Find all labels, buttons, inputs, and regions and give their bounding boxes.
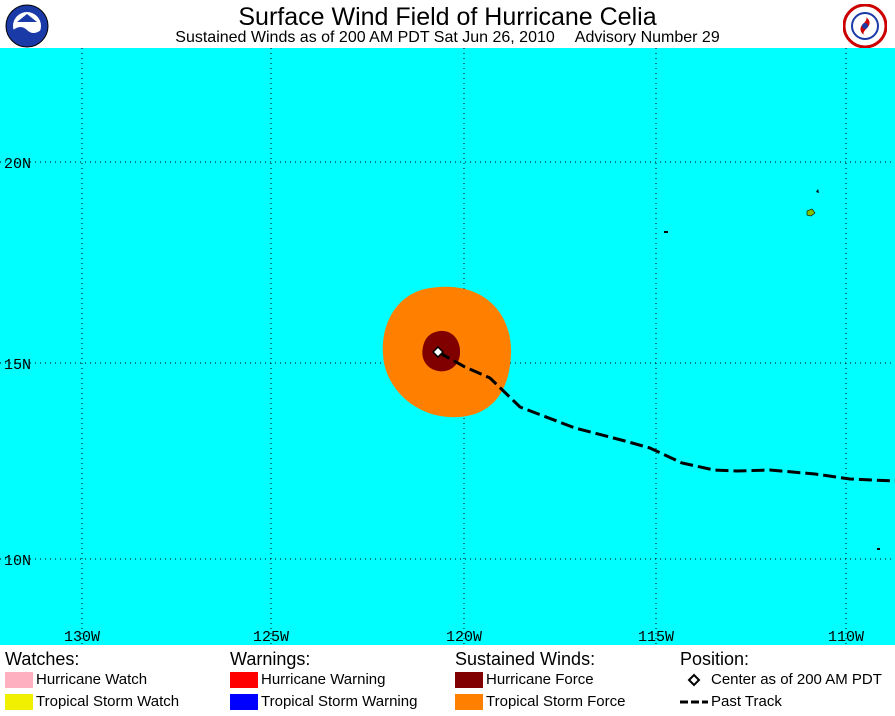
legend-label: Hurricane Watch	[36, 671, 148, 688]
island-clipperton	[877, 548, 880, 550]
lon-label-125w: 125W	[253, 629, 289, 645]
nws-logo-icon	[842, 3, 888, 49]
tropical-storm-watch-swatch	[5, 694, 33, 710]
noaa-logo-icon	[5, 4, 49, 48]
lat-label-10n: 10N	[4, 553, 31, 570]
map-subtitle: Sustained Winds as of 200 AM PDT Sat Jun…	[0, 29, 895, 47]
past-track	[437, 350, 895, 483]
header: Surface Wind Field of Hurricane Celia Su…	[0, 0, 895, 49]
hurricane-force-swatch	[455, 672, 483, 688]
lat-label-15n: 15N	[4, 357, 31, 374]
dashed-line-icon	[680, 700, 708, 704]
wind-field-map: 20N 15N 10N 130W 125W 120W 115W 110W	[0, 48, 895, 646]
legend-warnings-heading: Warnings:	[230, 649, 311, 669]
legend-watches-heading: Watches:	[5, 649, 80, 669]
legend-label: Center as of 200 AM PDT	[711, 671, 882, 688]
longitude-labels: 130W 125W 120W 115W 110W	[64, 629, 864, 646]
legend-position-heading: Position:	[680, 649, 750, 669]
legend-label: Hurricane Warning	[261, 671, 386, 688]
lon-label-120w: 120W	[446, 629, 482, 645]
land	[664, 189, 880, 550]
island-clarion	[664, 231, 668, 233]
lat-label-20n: 20N	[4, 156, 31, 173]
legend: Watches: Hurricane Watch Tropical Storm …	[0, 645, 895, 716]
hurricane-warning-swatch	[230, 672, 258, 688]
storm-center-icon	[431, 345, 445, 359]
map-title: Surface Wind Field of Hurricane Celia	[238, 3, 657, 31]
lon-label-115w: 115W	[638, 629, 674, 645]
legend-label: Tropical Storm Warning	[261, 693, 418, 710]
legend-label: Tropical Storm Watch	[36, 693, 180, 710]
lon-label-130w: 130W	[64, 629, 100, 645]
tropical-storm-force-swatch	[455, 694, 483, 710]
latitude-labels: 20N 15N 10N	[4, 156, 31, 570]
diamond-icon	[687, 673, 701, 687]
graticule	[0, 48, 895, 645]
legend-label: Tropical Storm Force	[486, 693, 626, 710]
subtitle-time: Sustained Winds as of 200 AM PDT Sat Jun…	[175, 29, 555, 46]
lon-label-110w: 110W	[828, 629, 864, 645]
island-san-benedicto	[816, 189, 819, 193]
map-canvas: 20N 15N 10N 130W 125W 120W 115W 110W	[0, 48, 895, 646]
tropical-storm-warning-swatch	[230, 694, 258, 710]
island-socorro	[806, 208, 816, 217]
hurricane-watch-swatch	[5, 672, 33, 688]
legend-winds-heading: Sustained Winds:	[455, 649, 596, 669]
legend-label: Hurricane Force	[486, 671, 594, 688]
legend-label: Past Track	[711, 693, 782, 710]
subtitle-advisory: Advisory Number 29	[574, 29, 720, 46]
